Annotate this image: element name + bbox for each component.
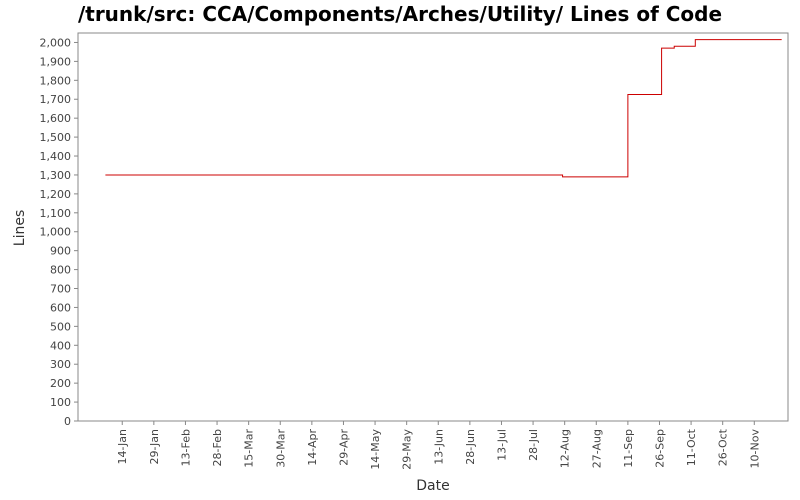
y-tick-label: 2,000 [40,36,72,49]
x-tick-label: 30-Mar [274,429,287,468]
y-tick-label: 400 [50,339,71,352]
y-tick-label: 600 [50,301,71,314]
x-tick-label: 15-Mar [243,429,256,468]
y-tick-label: 700 [50,283,71,296]
y-tick-label: 0 [64,415,71,428]
x-tick-label: 11-Oct [685,428,698,466]
y-tick-label: 100 [50,396,71,409]
x-tick-label: 13-Jun [432,429,445,465]
x-tick-label: 10-Nov [748,429,761,469]
y-tick-label: 300 [50,358,71,371]
x-tick-label: 29-Jan [148,429,161,465]
x-tick-label: 29-Apr [337,429,350,466]
y-tick-label: 1,600 [40,112,72,125]
y-axis-label: Lines [12,210,28,246]
y-tick-label: 900 [50,245,71,258]
x-tick-label: 14-Jan [116,429,129,465]
y-tick-label: 1,800 [40,74,72,87]
y-tick-label: 200 [50,377,71,390]
x-tick-label: 28-Jun [464,429,477,465]
chart-title: /trunk/src: CCA/Components/Arches/Utilit… [77,2,723,26]
y-tick-label: 500 [50,320,71,333]
x-tick-label: 14-May [369,429,382,470]
x-tick-label: 26-Sep [653,429,666,468]
y-tick-label: 800 [50,264,71,277]
y-tick-label: 1,300 [40,169,72,182]
x-tick-label: 26-Oct [717,428,730,466]
x-tick-label: 28-Feb [211,429,224,466]
y-tick-label: 1,500 [40,131,72,144]
y-tick-label: 1,000 [40,226,72,239]
x-tick-label: 29-May [401,429,414,470]
x-tick-label: 28-Jul [527,429,540,461]
x-tick-label: 14-Apr [306,429,319,466]
plot-area [77,32,789,422]
x-tick-label: 27-Aug [590,429,603,468]
y-tick-label: 1,400 [40,150,72,163]
x-tick-label: 12-Aug [559,429,572,468]
y-tick-label: 1,900 [40,55,72,68]
series-line [105,39,782,178]
y-tick-label: 1,100 [40,207,72,220]
x-tick-label: 13-Jul [495,429,508,461]
x-tick-label: 13-Feb [179,429,192,466]
x-axis-label: Date [416,478,449,494]
x-tick-label: 11-Sep [622,429,635,468]
y-tick-label: 1,700 [40,93,72,106]
y-tick-label: 1,200 [40,188,72,201]
